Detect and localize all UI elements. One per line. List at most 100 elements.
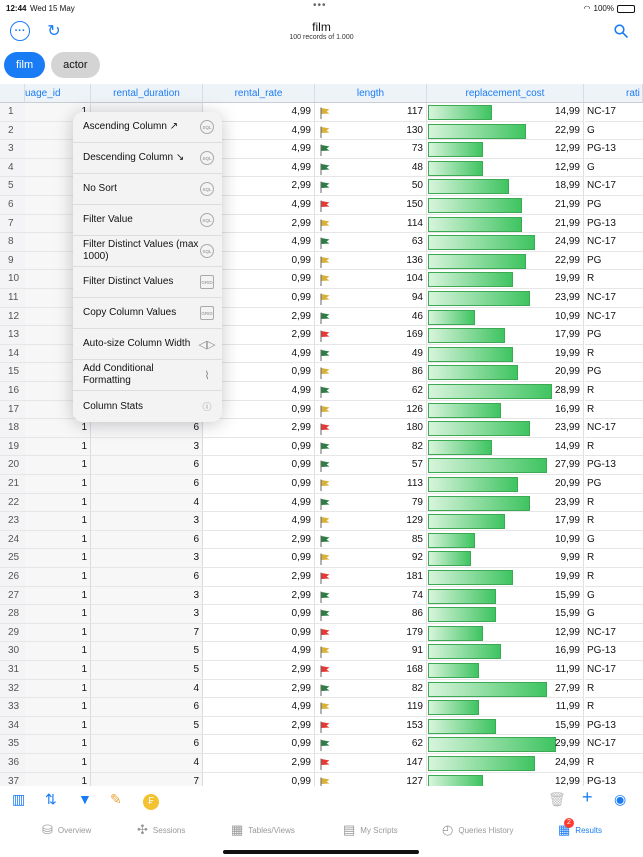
cell-replacement-cost[interactable]: 12,99 [427,623,584,643]
cell-rental-rate[interactable]: 0,99 [203,456,315,475]
cell-rating[interactable]: PG [585,363,643,382]
cell-rating[interactable]: R [585,401,643,420]
tab-actor[interactable]: actor [51,52,100,78]
cell-replacement-cost[interactable]: 23,99 [427,289,584,308]
tab-film[interactable]: film [4,52,46,78]
cell-replacement-cost[interactable]: 23,99 [427,493,584,513]
cell-rental-duration[interactable]: 3 [91,605,203,624]
cell-replacement-cost[interactable]: 15,99 [427,586,584,606]
cell-rental-rate[interactable]: 4,99 [203,642,315,661]
cell-rental-rate[interactable]: 0,99 [203,270,315,289]
cell-rental-rate[interactable]: 2,99 [203,661,315,680]
table-row[interactable]: 33 1 6 4,99 119 11,99 R [0,698,643,717]
cell-rating[interactable]: R [585,568,643,587]
cell-rental-duration[interactable]: 6 [91,568,203,587]
column-header-rental-rate[interactable]: rental_rate [203,84,315,103]
cell-rental-rate[interactable]: 0,99 [203,605,315,624]
cell-rental-duration[interactable]: 3 [91,512,203,531]
tab-sessions[interactable]: ✣ Sessions [137,822,185,838]
cell-language-id[interactable]: 1 [25,716,91,736]
cell-language-id[interactable]: 1 [25,735,91,754]
cell-rating[interactable]: R [585,680,643,699]
cell-length[interactable]: 82 [315,679,427,699]
cell-rental-rate[interactable]: 2,99 [203,419,315,438]
cell-length[interactable]: 147 [315,754,427,773]
cell-replacement-cost[interactable]: 17,99 [427,326,584,345]
cell-rating[interactable]: NC-17 [585,419,643,438]
cell-rating[interactable]: PG [585,196,643,215]
cell-rental-rate[interactable]: 2,99 [203,716,315,736]
cell-length[interactable]: 126 [315,400,427,420]
cell-replacement-cost[interactable]: 29,99 [427,735,584,754]
menu-item-no-sort[interactable]: No Sort SQL [73,174,222,205]
cell-rental-rate[interactable]: 4,99 [203,233,315,252]
table-row[interactable]: 37 1 7 0,99 127 12,99 PG-13 [0,772,643,786]
cell-replacement-cost[interactable]: 19,99 [427,568,584,587]
table-row[interactable]: 18 1 6 2,99 180 23,99 NC-17 [0,419,643,438]
cell-rental-rate[interactable]: 0,99 [203,400,315,420]
table-row[interactable]: 32 1 4 2,99 82 27,99 R [0,679,643,699]
cell-language-id[interactable]: 1 [25,549,91,568]
cell-length[interactable]: 48 [315,158,427,178]
cell-replacement-cost[interactable]: 21,99 [427,214,584,234]
cell-language-id[interactable]: 1 [25,698,91,717]
cell-replacement-cost[interactable]: 12,99 [427,772,584,786]
table-row[interactable]: 22 1 4 4,99 79 23,99 R [0,493,643,513]
menu-item-filter-distinct-values[interactable]: Filter Distinct Values GRID [73,267,222,298]
cell-language-id[interactable]: 1 [25,772,91,786]
cell-replacement-cost[interactable]: 12,99 [427,140,584,159]
cell-rental-duration[interactable]: 6 [91,735,203,754]
cell-length[interactable]: 127 [315,772,427,786]
column-header-length[interactable]: length [315,84,427,103]
cell-length[interactable]: 91 [315,642,427,661]
cell-replacement-cost[interactable]: 21,99 [427,196,584,215]
cell-language-id[interactable]: 1 [25,437,91,457]
column-header-rental-duration[interactable]: rental_duration [91,84,203,103]
menu-item-column-stats[interactable]: Column Stats ⓘ [73,391,222,422]
table-row[interactable]: 26 1 6 2,99 181 19,99 R [0,568,643,587]
cell-language-id[interactable]: 1 [25,419,91,438]
cell-rating[interactable]: R [585,549,643,568]
cell-rating[interactable]: PG-13 [585,215,643,234]
sort-icon[interactable]: ⇅ [45,791,57,807]
cell-rental-rate[interactable]: 2,99 [203,586,315,606]
cell-length[interactable]: 150 [315,196,427,215]
cell-language-id[interactable]: 1 [25,456,91,475]
cell-rental-rate[interactable]: 0,99 [203,735,315,754]
cell-rating[interactable]: PG [585,326,643,345]
cell-rating[interactable]: G [585,605,643,624]
cell-rating[interactable]: G [585,587,643,606]
currency-icon[interactable]: ₣ [143,791,159,810]
cell-rental-duration[interactable]: 4 [91,493,203,513]
cell-rental-duration[interactable]: 3 [91,549,203,568]
cell-rating[interactable]: R [585,438,643,457]
cell-replacement-cost[interactable]: 11,99 [427,698,584,717]
cell-length[interactable]: 86 [315,605,427,624]
cell-length[interactable]: 50 [315,177,427,196]
cell-length[interactable]: 73 [315,140,427,159]
cell-rental-rate[interactable]: 0,99 [203,623,315,643]
table-row[interactable]: 19 1 3 0,99 82 14,99 R [0,437,643,457]
cell-rating[interactable]: NC-17 [585,289,643,308]
menu-item-copy-column-values[interactable]: Copy Column Values GRID [73,298,222,329]
cell-rating[interactable]: G [585,122,643,141]
cell-rental-rate[interactable]: 4,99 [203,121,315,141]
cell-replacement-cost[interactable]: 19,99 [427,344,584,364]
cell-rating[interactable]: R [585,270,643,289]
cell-rental-rate[interactable]: 0,99 [203,549,315,568]
cell-rental-rate[interactable]: 4,99 [203,196,315,215]
cell-language-id[interactable]: 1 [25,493,91,513]
cell-rental-rate[interactable]: 4,99 [203,140,315,159]
menu-item-add-conditional-formatting[interactable]: Add Conditional Formatting ⌇ [73,360,222,391]
cell-rental-duration[interactable]: 5 [91,661,203,680]
cell-rating[interactable]: R [585,345,643,364]
cell-language-id[interactable]: 1 [25,475,91,494]
table-row[interactable]: 31 1 5 2,99 168 11,99 NC-17 [0,661,643,680]
cell-replacement-cost[interactable]: 15,99 [427,605,584,624]
cell-length[interactable]: 57 [315,456,427,475]
cell-length[interactable]: 181 [315,568,427,587]
cell-rating[interactable]: PG-13 [585,773,643,786]
cell-rating[interactable]: R [585,754,643,773]
menu-item-auto-size-column-width[interactable]: Auto-size Column Width ◁▷ [73,329,222,360]
cell-replacement-cost[interactable]: 10,99 [427,530,584,550]
